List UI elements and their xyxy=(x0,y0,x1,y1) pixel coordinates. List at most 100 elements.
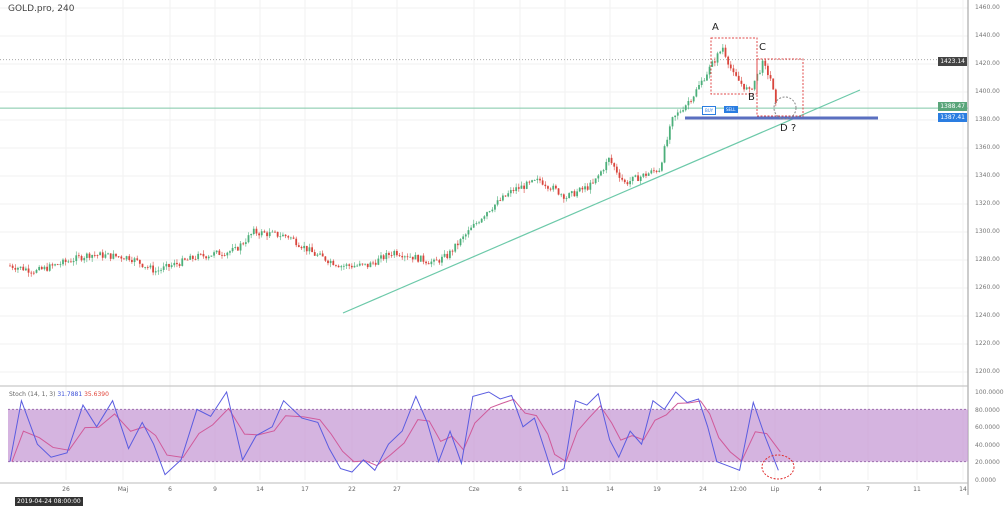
candle xyxy=(684,105,687,111)
candle xyxy=(605,161,608,171)
candle xyxy=(231,247,234,252)
candle xyxy=(324,256,327,261)
candle xyxy=(385,252,388,260)
candle xyxy=(584,186,586,190)
candle xyxy=(523,185,525,189)
candle xyxy=(504,195,507,197)
candle xyxy=(451,250,454,252)
candle xyxy=(568,193,571,199)
candle xyxy=(676,112,679,116)
price-axis-label: 1240.00 xyxy=(975,312,1000,319)
candle xyxy=(91,254,94,258)
candle xyxy=(467,230,470,235)
candle xyxy=(541,180,544,185)
candle xyxy=(144,266,147,268)
stoch-band xyxy=(8,409,968,462)
price-axis-label: 1220.00 xyxy=(975,340,1000,347)
candle xyxy=(258,233,260,236)
candle xyxy=(661,162,663,171)
candle xyxy=(396,250,398,256)
candle xyxy=(348,264,351,266)
candle xyxy=(51,264,54,266)
candle xyxy=(714,61,716,63)
annotation-d: D ? xyxy=(780,123,797,134)
candle xyxy=(107,253,109,255)
buy-button[interactable]: BUY xyxy=(702,106,717,115)
candle xyxy=(96,255,99,256)
candle xyxy=(244,242,247,244)
candle xyxy=(234,247,237,248)
candle xyxy=(666,139,669,147)
candle xyxy=(356,265,359,267)
candle xyxy=(610,157,613,164)
candle xyxy=(475,223,478,224)
stoch-axis-label: 60.0000 xyxy=(975,424,1000,431)
candle xyxy=(160,269,162,271)
candle xyxy=(597,175,600,179)
candle xyxy=(401,255,404,258)
candle xyxy=(46,266,48,271)
candle xyxy=(345,264,348,266)
time-axis-label: 12:00 xyxy=(729,486,747,493)
candle xyxy=(136,258,139,260)
point-d-circle xyxy=(773,96,797,120)
candle xyxy=(411,256,414,260)
candle xyxy=(507,193,510,197)
candle xyxy=(753,80,756,90)
candle xyxy=(101,252,104,258)
candle xyxy=(600,171,602,176)
candle xyxy=(618,172,621,178)
candle xyxy=(38,266,41,270)
candle xyxy=(703,80,706,82)
candle xyxy=(332,260,335,266)
candle xyxy=(515,187,518,192)
candle xyxy=(578,187,581,192)
time-axis-label: 27 xyxy=(393,486,401,493)
candle xyxy=(27,268,30,273)
candle xyxy=(67,261,70,263)
candle xyxy=(313,252,316,256)
candle xyxy=(366,263,369,268)
candle xyxy=(552,185,555,190)
candle xyxy=(178,264,181,266)
candle xyxy=(594,178,597,184)
stoch-axis-label: 0.0000 xyxy=(975,476,996,484)
candle xyxy=(642,173,645,177)
candle xyxy=(562,194,565,199)
candle xyxy=(613,163,616,167)
candle xyxy=(433,259,435,262)
candle xyxy=(682,110,684,112)
candle xyxy=(157,270,160,272)
candle xyxy=(443,253,446,257)
candle xyxy=(767,65,769,76)
candle xyxy=(25,268,27,271)
candle xyxy=(663,146,666,163)
candle xyxy=(250,234,253,236)
time-axis-label: 19 xyxy=(653,486,661,493)
candle xyxy=(494,204,496,210)
candle xyxy=(759,72,761,74)
candle xyxy=(70,261,72,263)
candle xyxy=(56,264,59,266)
candle xyxy=(658,170,661,172)
candle xyxy=(19,266,22,268)
candle xyxy=(165,264,168,267)
candle xyxy=(292,237,295,239)
candle xyxy=(690,101,692,102)
candle xyxy=(512,190,515,192)
candle xyxy=(372,262,374,264)
candle xyxy=(592,182,594,184)
candle xyxy=(83,258,86,261)
candle xyxy=(11,265,14,268)
candle xyxy=(189,255,192,260)
candle xyxy=(377,258,380,265)
candle xyxy=(48,264,51,271)
price-axis-label: 1300.00 xyxy=(975,228,1000,235)
candle xyxy=(353,265,356,268)
candle xyxy=(308,247,311,252)
candle xyxy=(125,256,128,260)
candle xyxy=(517,187,520,189)
candle xyxy=(138,259,141,264)
sell-button[interactable]: SELL xyxy=(724,106,738,113)
